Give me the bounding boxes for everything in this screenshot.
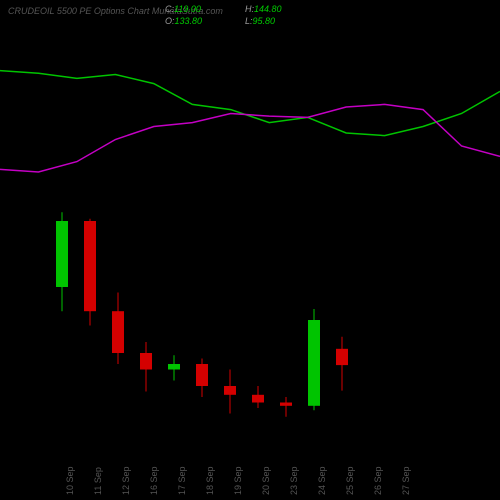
chart-container: CRUDEOIL 5500 PE Options Chart MunafaSut… xyxy=(0,0,500,500)
x-tick-label: 10 Sep xyxy=(65,466,75,495)
ohlc-row: C:119.00H:144.80 xyxy=(165,4,325,16)
candle-down xyxy=(280,403,292,406)
x-tick-label: 12 Sep xyxy=(121,466,131,495)
ohlc-value: 144.80 xyxy=(254,4,282,14)
x-tick-label: 17 Sep xyxy=(177,466,187,495)
ohlc-row: O:133.80L:95.80 xyxy=(165,16,325,28)
chart-svg xyxy=(0,0,500,500)
x-tick-label: 11 Sep xyxy=(93,467,103,495)
ohlc-label: O: xyxy=(165,16,175,26)
ohlc-cell: O:133.80 xyxy=(165,16,245,28)
ohlc-label: H: xyxy=(245,4,254,14)
ohlc-value: 119.00 xyxy=(174,4,201,14)
candle-down xyxy=(336,349,348,365)
candle-down xyxy=(84,221,96,311)
ohlc-cell: C:119.00 xyxy=(165,4,245,16)
x-tick-label: 26 Sep xyxy=(373,466,383,495)
chart-background xyxy=(0,0,500,500)
ohlc-label: C: xyxy=(165,4,174,14)
candle-up xyxy=(168,364,180,370)
candle-down xyxy=(140,353,152,370)
x-tick-label: 19 Sep xyxy=(233,466,243,495)
x-tick-label: 25 Sep xyxy=(345,466,355,495)
candle-down xyxy=(196,364,208,386)
candle-up xyxy=(56,221,68,287)
candle-down xyxy=(112,311,124,353)
x-tick-label: 20 Sep xyxy=(261,466,271,495)
candle-down xyxy=(252,395,264,403)
ohlc-label: L: xyxy=(245,16,253,26)
ohlc-cell: L:95.80 xyxy=(245,16,325,28)
x-tick-label: 27 Sep xyxy=(401,466,411,495)
candle-down xyxy=(224,386,236,395)
ohlc-value: 133.80 xyxy=(175,16,203,26)
x-tick-label: 23 Sep xyxy=(289,466,299,495)
ohlc-cell: H:144.80 xyxy=(245,4,325,16)
ohlc-readout: C:119.00H:144.80O:133.80L:95.80 xyxy=(165,4,325,27)
x-tick-label: 24 Sep xyxy=(317,466,327,495)
ohlc-value: 95.80 xyxy=(253,16,276,26)
x-tick-label: 16 Sep xyxy=(149,466,159,495)
candle-up xyxy=(308,320,320,406)
x-tick-label: 18 Sep xyxy=(205,466,215,495)
